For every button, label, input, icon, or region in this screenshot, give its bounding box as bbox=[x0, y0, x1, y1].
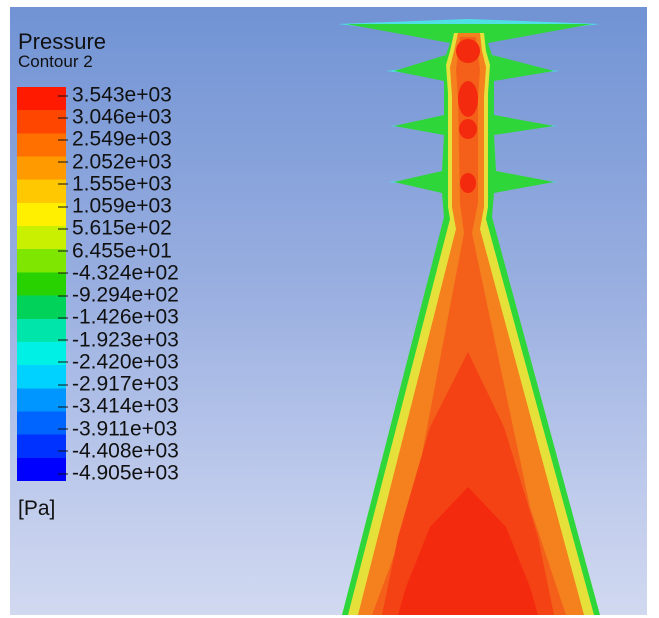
colorbar-tick-label: 6.455e+01 bbox=[58, 239, 172, 263]
colorbar-tick-label: 2.052e+03 bbox=[58, 150, 172, 174]
colorbar-tick-label: -9.294e+02 bbox=[58, 283, 179, 307]
legend-subtitle: Contour 2 bbox=[18, 52, 93, 71]
colorbar-tick-label: 3.046e+03 bbox=[58, 105, 172, 129]
contour-viewport: Pressure Contour 2 3.543e+03 3.046e+03 2.5… bbox=[10, 7, 647, 615]
colorbar-tick-label: 1.555e+03 bbox=[58, 172, 172, 196]
core-3 bbox=[459, 119, 477, 139]
unit-label: [Pa] bbox=[18, 497, 56, 520]
colorbar-tick-label: -4.408e+03 bbox=[58, 439, 179, 463]
colorbar-tick-label: -2.917e+03 bbox=[58, 372, 179, 396]
high-pressure-cores bbox=[456, 39, 480, 193]
core-2 bbox=[458, 81, 478, 117]
colorbar-tick-label: -3.414e+03 bbox=[58, 394, 179, 418]
red-plume-core bbox=[398, 487, 538, 615]
legend-title: Pressure bbox=[18, 29, 107, 54]
colorbar-tick-label: -1.426e+03 bbox=[58, 305, 179, 329]
colorbar-tick-label: -3.911e+03 bbox=[57, 417, 178, 441]
colorbar-tick-label: 3.543e+03 bbox=[58, 83, 172, 107]
colorbar-tick-label: -4.905e+03 bbox=[58, 461, 179, 485]
core-4 bbox=[460, 173, 476, 193]
colorbar-gradient bbox=[17, 87, 66, 481]
colorbar-tick-label: -4.324e+02 bbox=[58, 261, 179, 285]
colorbar bbox=[17, 87, 66, 481]
core-1 bbox=[456, 39, 480, 63]
colorbar-tick-label: 5.615e+02 bbox=[58, 216, 172, 240]
colorbar-tick-label: -2.420e+03 bbox=[58, 350, 179, 374]
colorbar-tick-label: -1.923e+03 bbox=[58, 328, 179, 352]
colorbar-tick-label: 1.059e+03 bbox=[58, 194, 172, 218]
pressure-contour-plot bbox=[338, 19, 600, 615]
colorbar-tick-label: 2.549e+03 bbox=[58, 127, 172, 151]
